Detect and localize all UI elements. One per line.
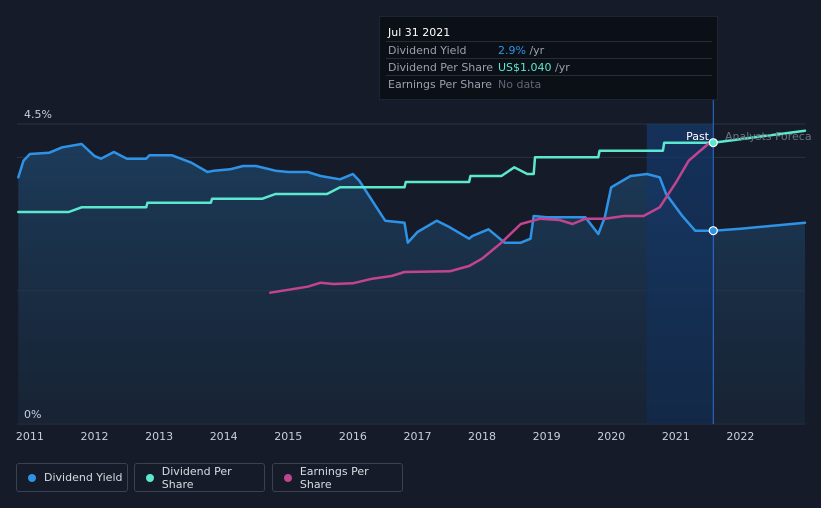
tooltip-value: No data [498, 78, 541, 91]
legend-dot-icon [146, 473, 154, 482]
dividend-per-share-marker [708, 138, 718, 148]
analysts-forecast-label: Analysts Foreca [725, 130, 812, 143]
x-tick-label: 2018 [468, 430, 496, 443]
x-tick-label: 2013 [145, 430, 173, 443]
y-tick-label: 4.5% [24, 108, 52, 121]
y-tick-label: 0% [24, 408, 41, 421]
x-tick-label: 2016 [339, 430, 367, 443]
x-tick-label: 2017 [403, 430, 431, 443]
legend-item-dividend-yield[interactable]: Dividend Yield [16, 463, 128, 492]
tooltip: Jul 31 2021 Dividend Yield 2.9% /yr Divi… [379, 16, 718, 100]
x-tick-label: 2012 [81, 430, 109, 443]
forecast-band-rect [646, 124, 714, 424]
x-tick-label: 2022 [726, 430, 754, 443]
tooltip-unit: /yr [555, 61, 570, 74]
legend-label: Dividend Per Share [161, 464, 232, 491]
x-tick-label: 2020 [597, 430, 625, 443]
axes: 4.5% 0% 2011 2012 2013 2014 2015 2016 2017 2018 20… [16, 108, 754, 443]
legend-item-earnings-per-share[interactable]: Earnings Per Share [272, 463, 403, 492]
legend-dot-icon [28, 473, 36, 482]
x-tick-label: 2015 [274, 430, 302, 443]
x-tick-label: 2019 [533, 430, 561, 443]
legend-label: Earnings Per Share [299, 464, 369, 491]
dividend-yield-marker [708, 226, 718, 236]
series-lines[interactable] [17, 129, 807, 294]
legend-item-dividend-per-share[interactable]: Dividend Per Share [134, 463, 265, 492]
legend-label: Dividend Yield [44, 471, 123, 484]
legend-dot-icon [284, 473, 292, 482]
dividend-per-share-line [17, 129, 807, 214]
dividend-yield-line [17, 142, 807, 244]
past-label: Past [686, 130, 710, 143]
tooltip-label: Earnings Per Share [388, 78, 493, 91]
tooltip-value-text: 2.9% [498, 44, 526, 57]
tooltip-value: 2.9% /yr [498, 44, 544, 57]
tooltip-row-dividend-per-share: Dividend Per Share US$1.040 /yr [386, 58, 712, 75]
tooltip-value-text: US$1.040 [498, 61, 552, 74]
tooltip-value: US$1.040 /yr [498, 61, 570, 74]
x-tick-label: 2021 [662, 430, 690, 443]
tooltip-value-text: No data [498, 78, 542, 91]
tooltip-row-earnings-per-share: Earnings Per Share No data [386, 75, 712, 92]
tooltip-label: Dividend Yield [388, 44, 467, 57]
x-tick-label: 2014 [210, 430, 238, 443]
tooltip-markers [708, 138, 718, 236]
tooltip-unit: /yr [529, 44, 545, 57]
x-tick-label: 2011 [16, 430, 44, 443]
tooltip-label: Dividend Per Share [388, 61, 494, 74]
dividend-yield-area-fill [18, 144, 805, 424]
dividend-yield-area [18, 144, 805, 424]
tooltip-row-dividend-yield: Dividend Yield 2.9% /yr [386, 41, 712, 58]
tooltip-date: Jul 31 2021 [388, 26, 451, 39]
earnings-per-share-line [268, 142, 710, 294]
